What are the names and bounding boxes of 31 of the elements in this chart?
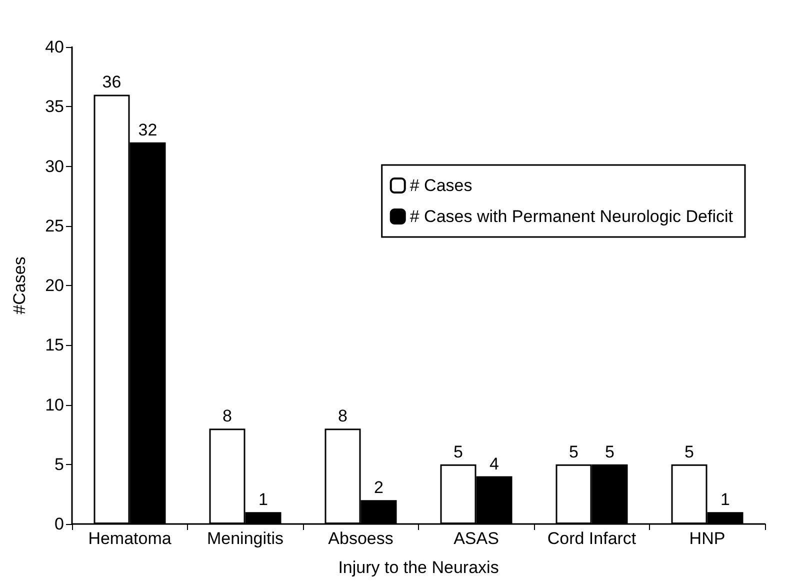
data-label: 5 — [569, 442, 578, 462]
y-tick-label: 40 — [45, 38, 64, 56]
data-label: 5 — [605, 442, 614, 462]
y-tick-label: 10 — [45, 395, 64, 414]
data-label: 5 — [454, 442, 463, 462]
x-tick-label: Hematoma — [88, 529, 172, 548]
data-label: 8 — [338, 406, 348, 426]
x-tick-label: HNP — [689, 529, 726, 548]
y-tick-label: 15 — [45, 336, 64, 355]
y-tick-label: 30 — [45, 156, 64, 176]
x-axis-title: Injury to the Neuraxis — [338, 558, 499, 577]
data-label: 8 — [222, 406, 232, 426]
x-tick-label: ASAS — [454, 529, 499, 548]
x-tick-label: Absoess — [328, 529, 394, 548]
y-tick-label: 0 — [54, 514, 64, 534]
y-tick-label: 20 — [45, 276, 64, 295]
data-label: 1 — [720, 490, 730, 510]
y-tick-label: 35 — [45, 97, 64, 116]
y-tick-label: 25 — [45, 216, 64, 236]
legend-label: # Cases with Permanent Neurologic Deficit — [410, 207, 734, 226]
legend-label: # Cases — [410, 176, 472, 195]
x-tick-label: Cord Infarct — [547, 529, 636, 548]
data-label: 2 — [374, 478, 384, 498]
data-label: 36 — [102, 72, 122, 92]
data-label: 32 — [138, 120, 158, 140]
data-label: 1 — [258, 490, 268, 510]
data-label: 5 — [684, 442, 694, 462]
y-axis-title: #Cases — [10, 256, 29, 314]
y-tick-label: 5 — [54, 454, 64, 474]
x-tick-label: Meningitis — [206, 529, 284, 548]
data-label: 4 — [490, 454, 499, 474]
